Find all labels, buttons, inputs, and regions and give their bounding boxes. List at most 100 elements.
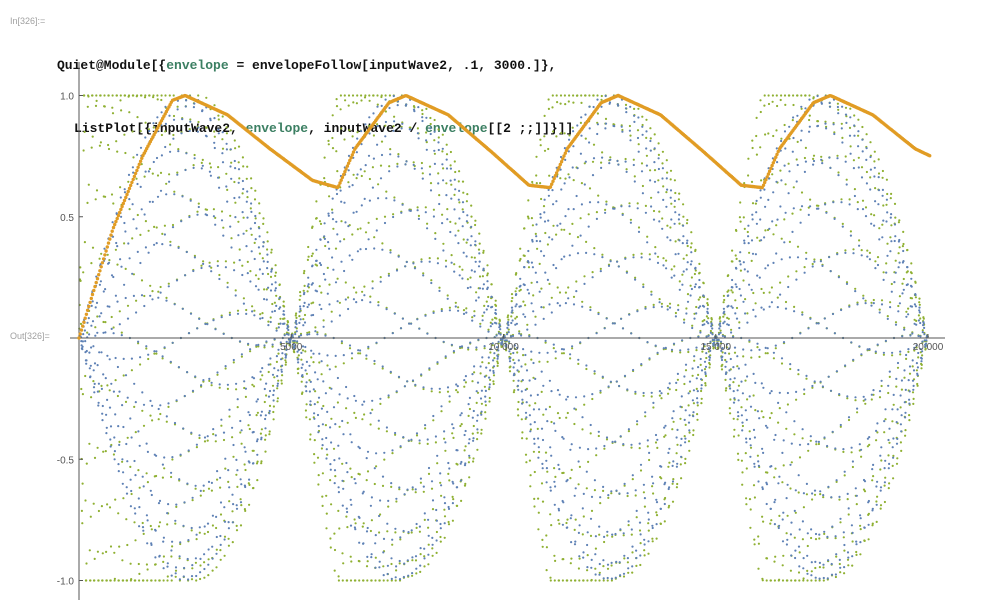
normalized-point	[236, 406, 239, 409]
input-wave-point	[451, 423, 454, 426]
input-wave-point	[118, 390, 121, 393]
input-wave-point	[852, 167, 856, 170]
normalized-point	[350, 476, 353, 479]
normalized-point	[762, 520, 765, 523]
input-wave-point	[120, 334, 123, 337]
normalized-point	[505, 349, 508, 352]
normalized-point	[550, 524, 553, 527]
normalized-point	[377, 427, 380, 430]
normalized-point	[284, 363, 287, 366]
input-wave-point	[273, 367, 276, 370]
input-wave-point	[763, 236, 766, 239]
input-wave-point	[122, 357, 125, 360]
normalized-point	[307, 245, 310, 249]
normalized-point	[783, 218, 786, 221]
input-wave-point	[300, 366, 303, 369]
input-wave-point	[266, 253, 269, 256]
normalized-point	[250, 177, 253, 180]
input-wave-point	[607, 494, 610, 497]
input-wave-point	[813, 489, 817, 492]
normalized-point	[376, 94, 379, 97]
input-wave-point	[564, 158, 567, 161]
input-wave-point	[493, 352, 496, 355]
input-wave-point	[810, 574, 813, 577]
input-wave-point	[527, 292, 531, 295]
normalized-point	[581, 300, 584, 303]
input-wave-point	[356, 137, 359, 140]
normalized-point	[794, 511, 797, 514]
normalized-point	[564, 103, 567, 106]
normalized-point	[768, 291, 771, 294]
normalized-point	[365, 357, 368, 360]
input-wave-point	[718, 327, 721, 330]
input-wave-point	[687, 421, 691, 424]
input-wave-point	[399, 445, 402, 448]
normalized-point	[506, 316, 509, 319]
input-cell-code[interactable]: Quiet@Module[{envelope = envelopeFollow[…	[57, 13, 573, 160]
normalized-point	[103, 94, 106, 97]
input-wave-point	[395, 390, 398, 393]
normalized-point	[343, 138, 346, 141]
input-wave-point	[409, 209, 412, 212]
input-wave-point	[601, 256, 604, 259]
input-wave-point	[487, 305, 490, 308]
input-wave-point	[91, 300, 94, 303]
normalized-point	[869, 176, 872, 179]
normalized-point	[884, 418, 887, 421]
input-wave-point	[359, 248, 362, 251]
input-wave-point	[277, 369, 280, 372]
input-wave-point	[598, 562, 601, 566]
input-wave-point	[476, 381, 480, 384]
input-wave-point	[470, 269, 473, 272]
normalized-point	[126, 543, 129, 547]
normalized-point	[85, 579, 88, 582]
input-wave-point	[555, 166, 558, 169]
normalized-point	[106, 503, 109, 506]
normalized-point	[510, 300, 513, 303]
input-wave-point	[218, 186, 221, 189]
input-wave-point	[96, 390, 99, 393]
input-wave-point	[217, 132, 220, 135]
input-wave-point	[701, 347, 704, 350]
input-wave-point	[558, 304, 562, 307]
input-wave-point	[155, 350, 158, 353]
normalized-point	[153, 352, 156, 355]
input-wave-point	[634, 489, 637, 492]
input-wave-point	[382, 574, 385, 577]
normalized-point	[371, 280, 374, 283]
input-wave-point	[389, 370, 392, 373]
input-wave-point	[212, 215, 215, 218]
input-wave-point	[117, 425, 120, 428]
input-wave-point	[420, 373, 423, 376]
normalized-point	[494, 304, 498, 307]
input-wave-point	[658, 220, 661, 223]
normalized-point	[464, 381, 467, 384]
normalized-point	[373, 362, 376, 365]
normalized-point	[191, 567, 194, 570]
normalized-point	[205, 208, 209, 211]
normalized-point	[161, 476, 164, 479]
input-wave-point	[477, 265, 481, 268]
input-wave-point	[639, 533, 642, 536]
normalized-point	[139, 130, 142, 133]
normalized-point	[889, 197, 892, 200]
input-wave-point	[155, 454, 158, 457]
input-wave-point	[453, 178, 456, 181]
input-wave-point	[444, 355, 447, 358]
input-wave-point	[183, 501, 186, 504]
normalized-point	[867, 512, 871, 515]
input-wave-point	[510, 321, 513, 325]
normalized-point	[125, 518, 128, 521]
input-wave-point	[371, 186, 374, 189]
normalized-point	[734, 254, 737, 257]
normalized-point	[267, 272, 270, 276]
input-wave-point	[413, 110, 416, 113]
input-wave-point	[333, 459, 336, 462]
input-wave-point	[678, 288, 681, 291]
normalized-point	[704, 384, 707, 387]
input-wave-point	[511, 334, 515, 338]
normalized-point	[604, 208, 607, 211]
normalized-point	[310, 356, 313, 359]
normalized-point	[576, 236, 580, 239]
